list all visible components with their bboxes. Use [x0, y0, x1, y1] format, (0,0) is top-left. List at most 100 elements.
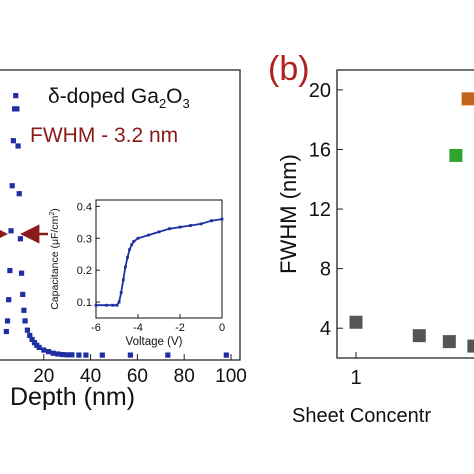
- inset-y-tick-label: 0.1: [77, 297, 92, 309]
- profile-point: [59, 351, 66, 358]
- panel-a: 20 40 60 80 100 δ-doped Ga2O3 FWHM - 3.2 nm …: [0, 69, 247, 411]
- profile-point: [31, 340, 38, 346]
- inset-x-tick-label: -6: [91, 322, 101, 334]
- inset-point: [157, 230, 161, 234]
- inset-point: [111, 303, 115, 307]
- profile-point: [36, 344, 42, 350]
- panel-b-y-tick-label: 16: [309, 139, 331, 161]
- inset-point: [121, 278, 125, 282]
- fwhm-point: [349, 315, 363, 329]
- panel-a-x-ticks: 20 40 60 80 100: [33, 354, 247, 387]
- fwhm-point: [412, 329, 426, 343]
- inset-point: [117, 300, 121, 304]
- panel-a-x-axis-label: Depth (nm): [10, 383, 135, 411]
- inset-ticks: -6 -4 -2 0 0.1 0.2 0.3 0.4: [77, 201, 225, 334]
- profile-point: [17, 236, 23, 242]
- profile-point: [27, 332, 33, 339]
- inset-point: [130, 243, 134, 247]
- profile-point: [21, 307, 27, 313]
- profile-point: [14, 106, 20, 112]
- fwhm-point: [461, 92, 474, 106]
- panel-b-x-tick-label: 1: [350, 367, 361, 389]
- profile-point: [3, 328, 9, 335]
- profile-point: [8, 228, 14, 234]
- inset-chart: -6 -4 -2 0 0.1 0.2 0.3 0.4 Capacitance (μF/cm2)…: [49, 199, 225, 348]
- inset-point: [94, 303, 98, 307]
- doping-profile: [3, 93, 229, 358]
- panel-b-x-axis-label: Sheet Concentr: [292, 405, 431, 427]
- fwhm-points: [349, 92, 474, 353]
- panel-a-x-tick-label: 100: [215, 366, 247, 387]
- inset-y-tick-label: 0.2: [77, 265, 92, 277]
- panel-b-frame: [336, 69, 474, 359]
- inset-point: [115, 303, 119, 307]
- profile-point: [76, 352, 82, 358]
- inset-point: [147, 233, 150, 237]
- profile-point: [24, 327, 31, 333]
- inset-point: [132, 240, 136, 243]
- profile-point: [6, 297, 12, 303]
- inset-point: [210, 219, 213, 223]
- inset-point: [128, 248, 131, 251]
- profile-point: [83, 352, 89, 358]
- panel-b-y-tick-label: 8: [320, 259, 331, 281]
- profile-point: [45, 349, 52, 355]
- inset-x-tick-label: -2: [175, 322, 185, 334]
- inset-y-tick-label: 0.3: [77, 233, 92, 245]
- inset-point: [178, 225, 182, 229]
- profile-point: [10, 138, 16, 144]
- inset-point: [220, 217, 224, 221]
- fwhm-annotation: FWHM - 3.2 nm: [30, 124, 178, 147]
- profile-point: [99, 352, 105, 358]
- profile-point: [41, 347, 47, 353]
- profile-point: [64, 352, 70, 358]
- panel-a-x-tick-label: 80: [174, 366, 195, 387]
- profile-point: [69, 352, 75, 358]
- fwhm-point: [449, 148, 463, 162]
- inset-x-tick-label: 0: [219, 322, 225, 334]
- profile-point: [165, 352, 171, 358]
- panel-b: (b) 4 8 12 16 20 1 FWHM (nm) Sheet Concentr: [268, 50, 474, 427]
- inset-x-tick-label: -4: [133, 322, 143, 334]
- profile-point: [22, 318, 28, 324]
- profile-point: [18, 270, 25, 276]
- panel-b-y-axis-label: FWHM (nm): [276, 154, 301, 274]
- profile-point: [29, 336, 35, 343]
- profile-point: [13, 93, 19, 99]
- inset-point: [189, 224, 192, 227]
- panel-b-y-tick-label: 12: [309, 199, 331, 221]
- profile-point: [20, 291, 26, 297]
- profile-point: [7, 267, 13, 274]
- panel-a-frame: [0, 69, 241, 361]
- profile-point: [15, 143, 21, 149]
- inset-point: [105, 303, 108, 307]
- inset-point: [126, 256, 129, 259]
- fwhm-point: [442, 335, 456, 349]
- panel-a-x-tick-label: 60: [127, 366, 148, 387]
- material-label: δ-doped Ga2O3: [48, 85, 190, 111]
- profile-point: [50, 350, 56, 356]
- fwhm-point: [467, 339, 474, 353]
- inset-frame: [95, 199, 223, 319]
- inset-point: [168, 227, 171, 231]
- inset-y-tick-label: 0.4: [77, 201, 92, 213]
- profile-point: [223, 352, 229, 358]
- profile-point: [9, 183, 15, 189]
- profile-point: [55, 351, 61, 357]
- panel-b-ticks: 4 8 12 16 20 1: [309, 80, 362, 389]
- panel-a-x-tick-label: 40: [80, 366, 101, 387]
- panel-b-y-tick-label: 4: [320, 318, 331, 340]
- panel-b-y-tick-label: 20: [309, 80, 331, 102]
- inset-x-axis-label: Voltage (V): [126, 336, 183, 348]
- profile-point: [16, 191, 22, 197]
- panel-b-label: (b): [268, 50, 310, 88]
- panel-a-x-tick-label: 20: [33, 366, 54, 387]
- inset-point: [199, 222, 203, 226]
- inset-point: [119, 291, 123, 294]
- profile-point: [4, 318, 11, 324]
- inset-point: [124, 265, 127, 269]
- profile-point: [127, 352, 133, 358]
- inset-y-axis-label: Capacitance (μF/cm2): [49, 208, 61, 310]
- inset-capacitance-curve: [94, 217, 224, 307]
